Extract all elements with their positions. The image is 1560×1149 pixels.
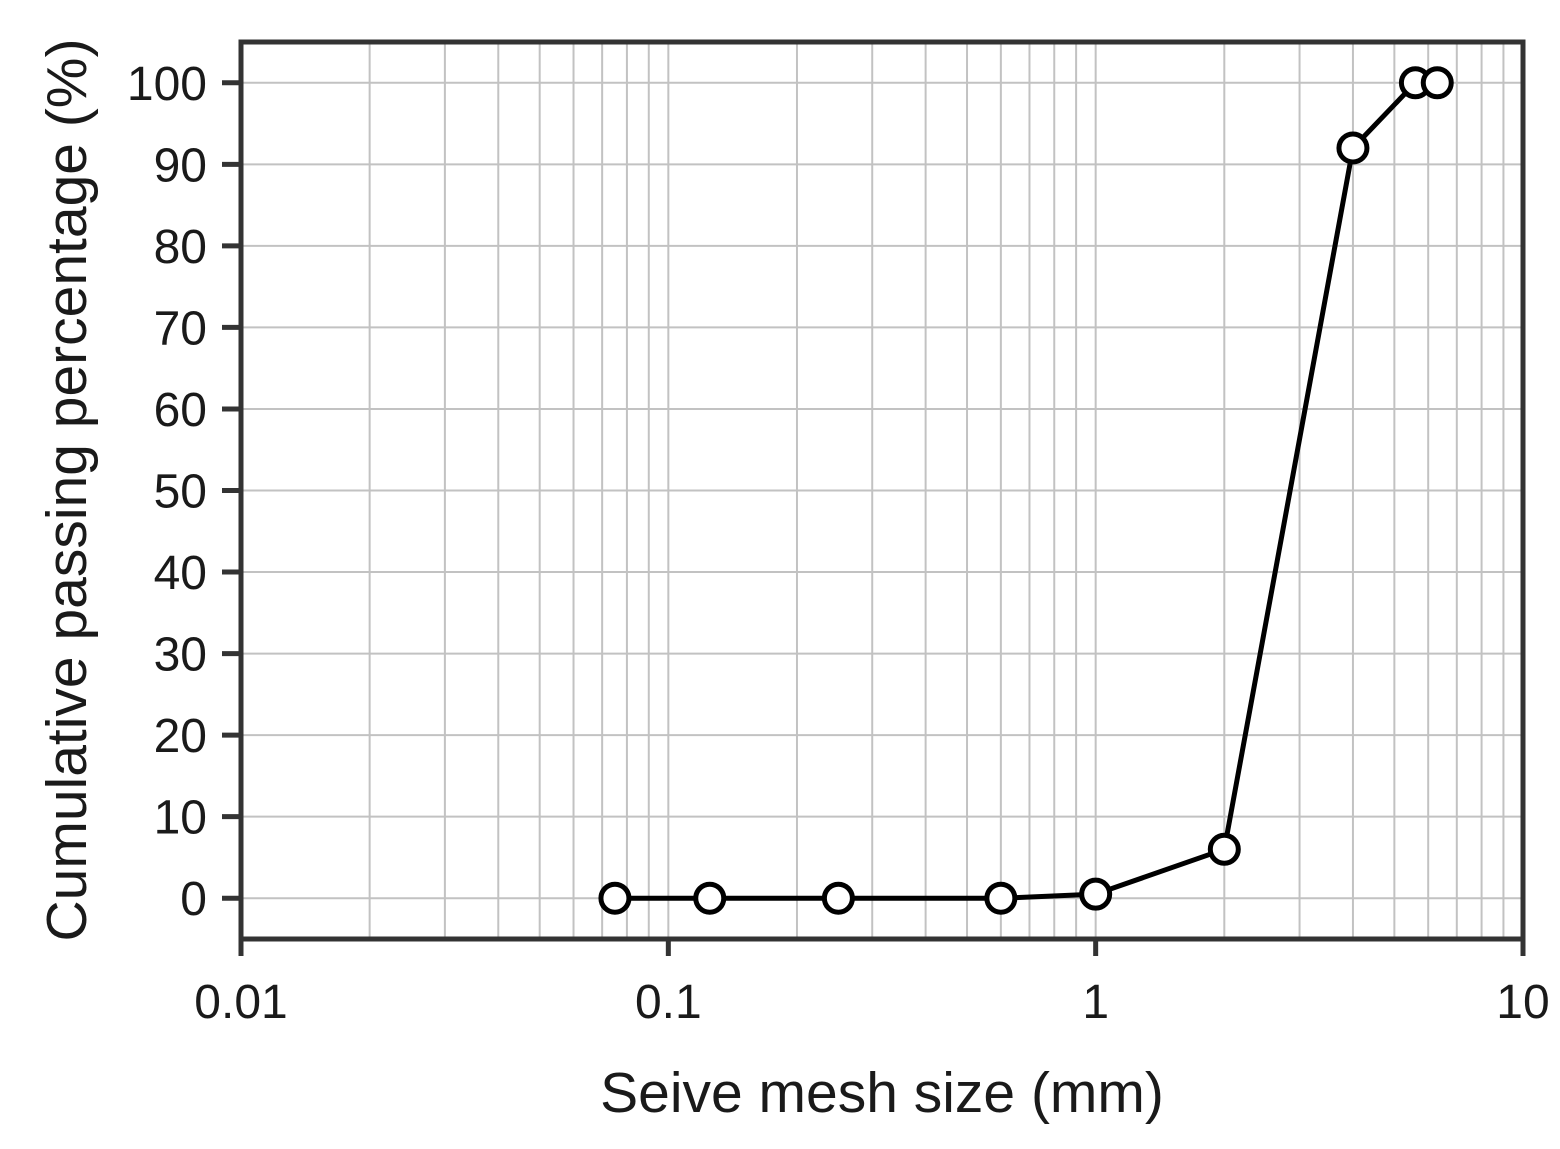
x-tick-label-1: 1	[1082, 976, 1109, 1029]
y-tick-label-70: 70	[154, 302, 207, 355]
x-tick-label-0.1: 0.1	[635, 976, 702, 1029]
data-series	[598, 66, 1454, 915]
data-point-marker	[598, 881, 632, 915]
y-tick-label-60: 60	[154, 384, 207, 437]
y-tick-label-100: 100	[127, 58, 207, 111]
y-tick-label-20: 20	[154, 710, 207, 763]
data-point-marker	[1207, 832, 1241, 866]
x-tick-label-0.01: 0.01	[194, 976, 287, 1029]
data-point-marker	[821, 881, 855, 915]
y-tick-label-30: 30	[154, 629, 207, 682]
y-axis-label: Cumulative passing percentage (%)	[35, 39, 99, 942]
axis-ticks	[222, 80, 1526, 956]
data-point-marker	[984, 881, 1018, 915]
tick-labels: 0 10 20 30 40 50 60 70 80 90 100 0.01 0.1 1 10	[127, 58, 1550, 1029]
data-point-marker	[1420, 66, 1454, 100]
y-tick-label-0: 0	[180, 873, 207, 926]
x-axis-label: Seive mesh size (mm)	[600, 1061, 1164, 1125]
y-tick-label-90: 90	[154, 139, 207, 192]
x-tick-label-10: 10	[1496, 976, 1549, 1029]
data-point-marker	[1336, 131, 1370, 165]
y-tick-label-40: 40	[154, 547, 207, 600]
gridlines	[241, 42, 1523, 939]
y-tick-label-80: 80	[154, 221, 207, 274]
y-tick-label-50: 50	[154, 466, 207, 519]
data-point-marker	[693, 881, 727, 915]
y-tick-label-10: 10	[154, 792, 207, 845]
data-point-marker	[1079, 877, 1113, 911]
